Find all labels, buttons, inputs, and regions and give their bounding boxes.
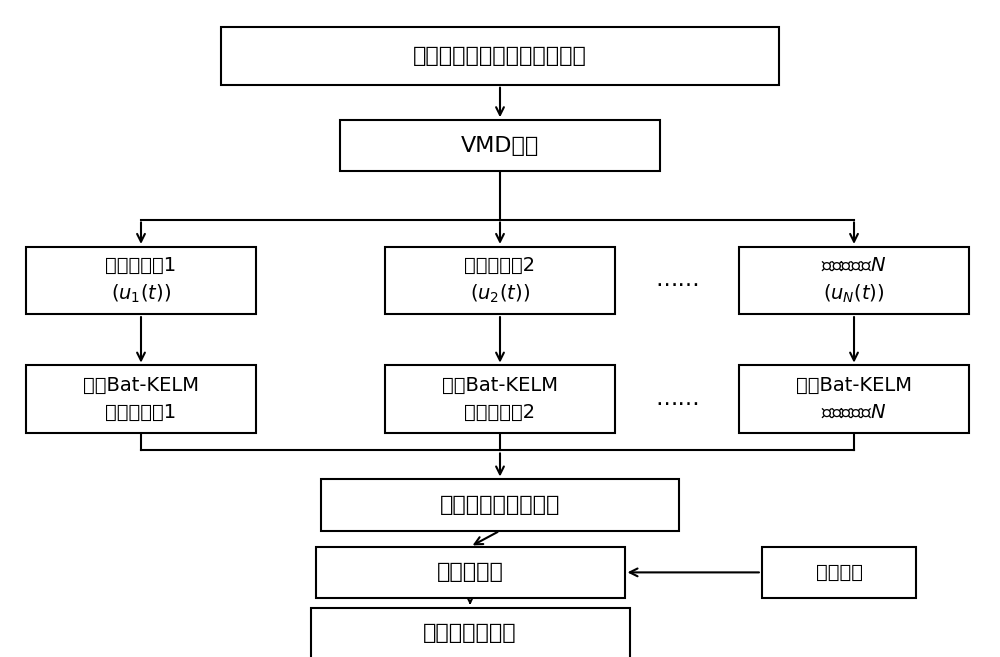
FancyBboxPatch shape (320, 480, 679, 531)
FancyBboxPatch shape (762, 547, 916, 598)
Text: 剩余寿命预测值: 剩余寿命预测值 (423, 623, 517, 643)
Text: 模态子序列1
$(u_1(t))$: 模态子序列1 $(u_1(t))$ (105, 256, 177, 306)
Text: 容量预测值: 容量预测值 (437, 562, 504, 582)
Text: 基于Bat-KELM
的预测模型2: 基于Bat-KELM 的预测模型2 (442, 376, 558, 422)
FancyBboxPatch shape (385, 365, 615, 433)
Text: VMD分解: VMD分解 (461, 136, 539, 156)
FancyBboxPatch shape (340, 120, 660, 171)
Text: 蓄电池容量退化时间序列数据: 蓄电池容量退化时间序列数据 (413, 46, 587, 66)
Text: ……: …… (655, 271, 700, 290)
Text: ……: …… (655, 389, 700, 409)
Text: 基于Bat-KELM
的预测模型$N$: 基于Bat-KELM 的预测模型$N$ (796, 376, 912, 422)
Text: 叠加各子序列预测值: 叠加各子序列预测值 (440, 495, 560, 515)
FancyBboxPatch shape (221, 27, 779, 85)
Text: 失效阈值: 失效阈值 (816, 563, 863, 582)
Text: 模态子序列2
$(u_2(t))$: 模态子序列2 $(u_2(t))$ (464, 256, 536, 306)
FancyBboxPatch shape (316, 547, 625, 598)
Text: 模态子序列$N$
$(u_N(t))$: 模态子序列$N$ $(u_N(t))$ (821, 256, 887, 306)
FancyBboxPatch shape (385, 247, 615, 314)
FancyBboxPatch shape (26, 365, 256, 433)
Text: 基于Bat-KELM
的预测模型1: 基于Bat-KELM 的预测模型1 (83, 376, 199, 422)
FancyBboxPatch shape (739, 365, 969, 433)
FancyBboxPatch shape (26, 247, 256, 314)
FancyBboxPatch shape (739, 247, 969, 314)
FancyBboxPatch shape (311, 608, 630, 657)
